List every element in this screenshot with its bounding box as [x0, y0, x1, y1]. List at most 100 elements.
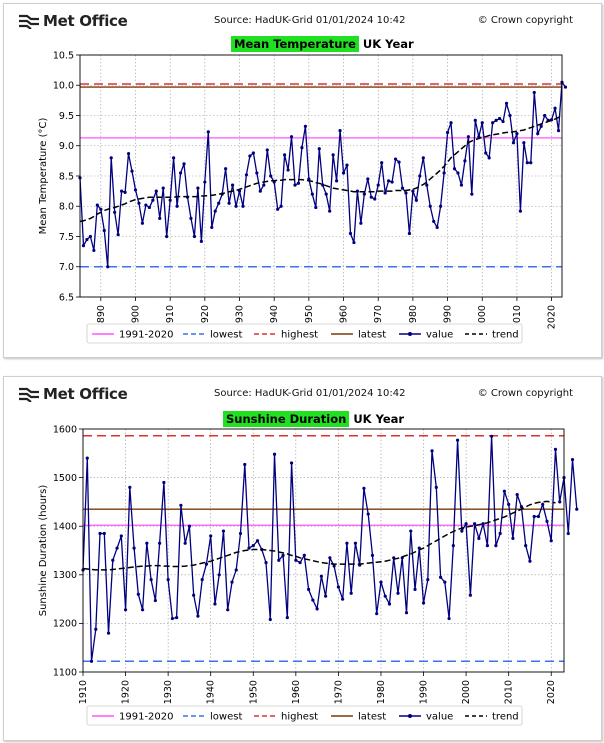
- value-point: [209, 534, 213, 538]
- y-axis-label: Mean Temperature (°C): [38, 118, 49, 235]
- value-point: [355, 189, 360, 193]
- value-point: [369, 195, 373, 199]
- legend-label-trend: trend: [492, 712, 519, 723]
- value-point: [175, 615, 179, 620]
- value-point: [473, 522, 477, 526]
- value-point: [525, 161, 529, 165]
- value-point: [536, 132, 540, 136]
- value-point: [296, 181, 301, 185]
- legend-label-highest: highest: [281, 712, 318, 723]
- value-point: [393, 157, 398, 161]
- value-point: [113, 210, 117, 214]
- value-point: [442, 171, 446, 175]
- y-axis-label: Sunshine Duration (hours): [38, 485, 49, 617]
- value-point: [307, 177, 311, 181]
- value-point: [439, 204, 443, 208]
- value-point: [370, 553, 375, 557]
- value-point: [158, 216, 162, 220]
- value-point: [307, 587, 311, 591]
- value-point: [272, 452, 277, 456]
- value-point: [126, 152, 131, 156]
- x-tick-label: 1960: [291, 680, 302, 704]
- y-tick-label: 1500: [53, 473, 77, 484]
- value-point: [359, 221, 363, 225]
- value-point: [519, 505, 524, 509]
- x-tick-label: 1970: [333, 680, 344, 704]
- value-point: [430, 449, 434, 453]
- chart-title: Mean Temperature UK Year: [231, 36, 414, 52]
- value-point: [539, 124, 543, 128]
- value-point: [192, 593, 196, 597]
- value-point: [140, 608, 145, 612]
- value-point: [383, 594, 387, 598]
- value-point: [94, 627, 98, 631]
- trend-series-line: [79, 115, 563, 223]
- value-point: [314, 205, 318, 210]
- value-point: [179, 503, 183, 507]
- value-point: [311, 598, 315, 602]
- value-point: [109, 156, 113, 160]
- value-point: [553, 447, 558, 452]
- value-point: [262, 183, 266, 187]
- value-point: [447, 616, 451, 621]
- value-point: [294, 558, 298, 562]
- value-point: [210, 225, 214, 230]
- value-point: [321, 183, 325, 187]
- y-tick-label: 10.0: [53, 81, 74, 92]
- value-point: [349, 591, 353, 595]
- value-point: [132, 546, 136, 550]
- value-point: [501, 119, 505, 124]
- value-point: [102, 531, 106, 536]
- value-point: [452, 167, 457, 171]
- x-tick-label: 2000: [477, 305, 488, 329]
- value-point: [529, 161, 533, 165]
- y-tick-label: 6.5: [59, 292, 74, 303]
- value-point: [145, 541, 149, 545]
- value-point: [487, 156, 491, 160]
- value-point: [425, 183, 429, 187]
- legend-box: [86, 705, 523, 726]
- value-point: [376, 183, 380, 187]
- value-point: [366, 512, 370, 516]
- value-point: [413, 587, 417, 591]
- copyright-label: © Crown copyright: [477, 388, 573, 399]
- x-tick-label: 1990: [419, 680, 430, 704]
- value-point: [315, 607, 319, 611]
- value-point: [507, 502, 511, 506]
- value-point: [170, 616, 174, 621]
- value-point: [504, 101, 509, 105]
- value-point: [515, 493, 519, 497]
- value-point: [255, 171, 259, 175]
- value-point: [224, 167, 228, 171]
- value-point: [508, 113, 512, 118]
- value-point: [553, 106, 557, 110]
- value-point: [130, 169, 134, 173]
- y-tick-label: 7.5: [59, 232, 74, 243]
- value-point: [511, 141, 516, 145]
- value-point: [187, 524, 192, 528]
- value-point: [88, 234, 93, 239]
- y-tick-label: 8.5: [59, 171, 74, 182]
- value-point: [221, 529, 226, 533]
- value-point: [128, 485, 132, 489]
- value-point: [435, 225, 439, 230]
- legend-label-latest: latest: [358, 712, 386, 723]
- value-point: [92, 248, 96, 253]
- y-tick-label: 7.0: [59, 262, 74, 273]
- y-tick-label: 1400: [53, 522, 77, 533]
- plot-frame: [79, 54, 563, 298]
- value-point: [98, 531, 102, 536]
- value-point: [310, 192, 314, 196]
- value-point: [373, 197, 377, 201]
- x-tick-label: 1980: [376, 680, 387, 704]
- value-point: [234, 204, 238, 208]
- value-point: [213, 209, 217, 213]
- x-tick-label: 2000: [461, 680, 472, 704]
- value-point: [81, 243, 86, 248]
- value-point: [106, 631, 111, 635]
- value-point: [151, 198, 155, 202]
- legend-label-value: value: [426, 712, 453, 723]
- legend-label-lowest: lowest: [210, 330, 242, 341]
- value-point: [341, 171, 346, 175]
- value-point: [331, 153, 335, 157]
